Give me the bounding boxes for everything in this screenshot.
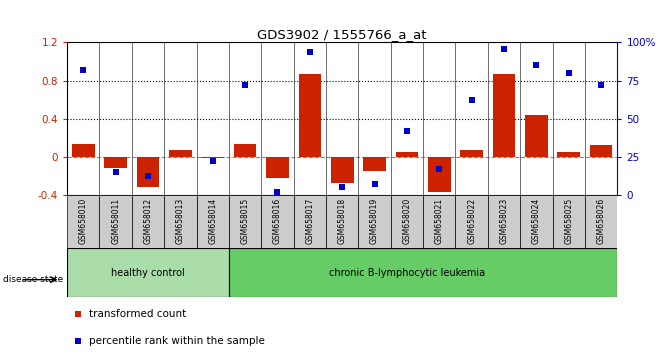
Text: chronic B-lymphocytic leukemia: chronic B-lymphocytic leukemia [329, 268, 485, 278]
Bar [261, 195, 294, 248]
Bar [67, 195, 99, 248]
Text: GSM658025: GSM658025 [564, 198, 573, 244]
Text: transformed count: transformed count [89, 309, 187, 319]
Bar [299, 74, 321, 156]
Bar [493, 74, 515, 156]
Text: GSM658023: GSM658023 [499, 198, 509, 244]
Text: GSM658026: GSM658026 [597, 198, 606, 244]
Bar [164, 195, 197, 248]
Text: percentile rank within the sample: percentile rank within the sample [89, 336, 265, 346]
Bar [197, 195, 229, 248]
Bar [423, 195, 456, 248]
Text: GSM658015: GSM658015 [241, 198, 250, 244]
Bar [590, 145, 613, 156]
Bar [132, 195, 164, 248]
Text: GSM658022: GSM658022 [467, 198, 476, 244]
Text: GSM658016: GSM658016 [273, 198, 282, 244]
Bar [456, 195, 488, 248]
Bar [104, 156, 127, 168]
Bar [234, 144, 256, 156]
Bar [326, 195, 358, 248]
Text: GSM658012: GSM658012 [144, 198, 152, 244]
Bar [229, 248, 617, 297]
Bar [294, 195, 326, 248]
Bar [201, 156, 224, 158]
Text: GSM658011: GSM658011 [111, 198, 120, 244]
Text: GSM658020: GSM658020 [403, 198, 411, 244]
Text: GSM658019: GSM658019 [370, 198, 379, 244]
Bar [266, 156, 289, 178]
Bar [553, 195, 585, 248]
Bar [331, 156, 354, 183]
Bar [391, 195, 423, 248]
Bar [72, 144, 95, 156]
Bar [396, 152, 418, 156]
Bar [488, 195, 520, 248]
Text: GSM658013: GSM658013 [176, 198, 185, 244]
Bar [169, 150, 192, 156]
Bar [460, 150, 483, 156]
Text: disease state: disease state [3, 275, 64, 284]
Bar [229, 195, 261, 248]
Bar [585, 195, 617, 248]
Bar [525, 115, 548, 156]
Text: healthy control: healthy control [111, 268, 185, 278]
Bar [67, 248, 229, 297]
Title: GDS3902 / 1555766_a_at: GDS3902 / 1555766_a_at [258, 28, 427, 41]
Bar [363, 156, 386, 171]
Bar [558, 152, 580, 156]
Text: GSM658018: GSM658018 [338, 198, 347, 244]
Text: GSM658021: GSM658021 [435, 198, 444, 244]
Text: GSM658010: GSM658010 [79, 198, 88, 244]
Bar [520, 195, 553, 248]
Bar [428, 156, 451, 192]
Text: GSM658014: GSM658014 [208, 198, 217, 244]
Bar [99, 195, 132, 248]
Bar [137, 156, 159, 187]
Text: GSM658024: GSM658024 [532, 198, 541, 244]
Text: GSM658017: GSM658017 [305, 198, 314, 244]
Bar [358, 195, 391, 248]
